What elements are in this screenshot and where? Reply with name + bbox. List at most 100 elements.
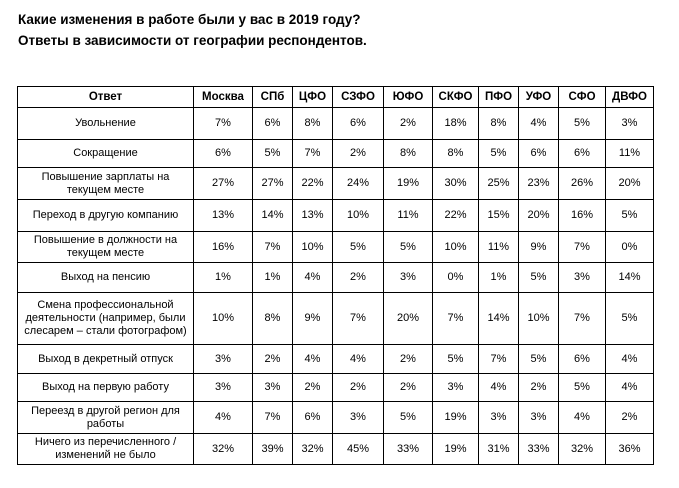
value-cell: 5%	[605, 292, 654, 345]
value-cell: 7%	[478, 344, 519, 374]
table-header-row: Ответ Москва СПб ЦФО СЗФО ЮФО СКФО ПФО УФО СФО ДВФ…	[17, 86, 654, 108]
value-cell: 4%	[193, 401, 253, 434]
answer-cell: Увольнение	[17, 107, 194, 140]
value-cell: 6%	[332, 107, 384, 140]
value-cell: 6%	[193, 139, 253, 168]
column-header-region: ДВФО	[605, 86, 654, 108]
value-cell: 16%	[193, 231, 253, 263]
column-header-region: СПб	[252, 86, 293, 108]
value-cell: 27%	[193, 167, 253, 200]
value-cell: 5%	[518, 262, 559, 293]
value-cell: 36%	[605, 433, 654, 465]
value-cell: 32%	[558, 433, 606, 465]
value-cell: 4%	[292, 344, 333, 374]
column-header-region: СЗФО	[332, 86, 384, 108]
value-cell: 2%	[332, 262, 384, 293]
value-cell: 5%	[558, 373, 606, 402]
value-cell: 4%	[518, 107, 559, 140]
value-cell: 5%	[558, 107, 606, 140]
value-cell: 1%	[252, 262, 293, 293]
value-cell: 6%	[252, 107, 293, 140]
page-subtitle: Ответы в зависимости от географии респон…	[18, 33, 367, 48]
column-header-region: ПФО	[478, 86, 519, 108]
value-cell: 26%	[558, 167, 606, 200]
value-cell: 7%	[432, 292, 479, 345]
table-row: Повышение зарплаты на текущем месте 27% 27…	[17, 167, 654, 200]
table-row: Сокращение 6% 5% 7% 2% 8% 8% 5% 6% 6% 11%	[17, 139, 654, 168]
value-cell: 7%	[558, 292, 606, 345]
value-cell: 4%	[605, 373, 654, 402]
value-cell: 3%	[478, 401, 519, 434]
value-cell: 2%	[252, 344, 293, 374]
value-cell: 7%	[332, 292, 384, 345]
value-cell: 11%	[605, 139, 654, 168]
value-cell: 10%	[518, 292, 559, 345]
value-cell: 4%	[332, 344, 384, 374]
value-cell: 8%	[478, 107, 519, 140]
column-header-region: ЦФО	[292, 86, 333, 108]
value-cell: 33%	[518, 433, 559, 465]
value-cell: 5%	[518, 344, 559, 374]
value-cell: 8%	[432, 139, 479, 168]
value-cell: 22%	[292, 167, 333, 200]
value-cell: 32%	[193, 433, 253, 465]
value-cell: 5%	[332, 231, 384, 263]
value-cell: 15%	[478, 199, 519, 232]
value-cell: 5%	[432, 344, 479, 374]
value-cell: 23%	[518, 167, 559, 200]
value-cell: 39%	[252, 433, 293, 465]
value-cell: 10%	[432, 231, 479, 263]
value-cell: 14%	[605, 262, 654, 293]
value-cell: 3%	[193, 344, 253, 374]
value-cell: 4%	[292, 262, 333, 293]
value-cell: 20%	[383, 292, 433, 345]
value-cell: 3%	[558, 262, 606, 293]
value-cell: 33%	[383, 433, 433, 465]
value-cell: 1%	[478, 262, 519, 293]
value-cell: 20%	[518, 199, 559, 232]
value-cell: 5%	[383, 401, 433, 434]
value-cell: 6%	[558, 139, 606, 168]
value-cell: 19%	[383, 167, 433, 200]
value-cell: 30%	[432, 167, 479, 200]
value-cell: 5%	[605, 199, 654, 232]
value-cell: 9%	[292, 292, 333, 345]
value-cell: 5%	[252, 139, 293, 168]
value-cell: 3%	[252, 373, 293, 402]
page-title: Какие изменения в работе были у вас в 20…	[18, 12, 361, 27]
value-cell: 2%	[383, 344, 433, 374]
value-cell: 0%	[432, 262, 479, 293]
value-cell: 7%	[193, 107, 253, 140]
value-cell: 10%	[332, 199, 384, 232]
value-cell: 16%	[558, 199, 606, 232]
value-cell: 3%	[332, 401, 384, 434]
column-header-region: УФО	[518, 86, 559, 108]
column-header-region: ЮФО	[383, 86, 433, 108]
value-cell: 14%	[252, 199, 293, 232]
value-cell: 11%	[383, 199, 433, 232]
answer-cell: Переезд в другой регион для работы	[17, 401, 194, 434]
answer-cell: Повышение в должности на текущем месте	[17, 231, 194, 263]
value-cell: 7%	[292, 139, 333, 168]
value-cell: 7%	[252, 231, 293, 263]
table-row: Ничего из перечисленного / изменений не …	[17, 433, 654, 465]
table-row: Повышение в должности на текущем месте 16…	[17, 231, 654, 263]
value-cell: 6%	[518, 139, 559, 168]
value-cell: 2%	[292, 373, 333, 402]
table-row: Выход на первую работу 3% 3% 2% 2% 2% 3% 4% 2% 5%…	[17, 373, 654, 402]
value-cell: 6%	[558, 344, 606, 374]
value-cell: 13%	[292, 199, 333, 232]
table-row: Переход в другую компанию 13% 14% 13% 10% 11%…	[17, 199, 654, 232]
value-cell: 4%	[478, 373, 519, 402]
column-header-region: СКФО	[432, 86, 479, 108]
value-cell: 4%	[605, 344, 654, 374]
table-row: Увольнение 7% 6% 8% 6% 2% 18% 8% 4% 5% 3%	[17, 107, 654, 140]
table-row: Смена профессиональной деятельности (нап…	[17, 292, 654, 345]
value-cell: 10%	[292, 231, 333, 263]
answer-cell: Ничего из перечисленного / изменений не …	[17, 433, 194, 465]
value-cell: 8%	[252, 292, 293, 345]
value-cell: 10%	[193, 292, 253, 345]
value-cell: 1%	[193, 262, 253, 293]
value-cell: 14%	[478, 292, 519, 345]
value-cell: 18%	[432, 107, 479, 140]
